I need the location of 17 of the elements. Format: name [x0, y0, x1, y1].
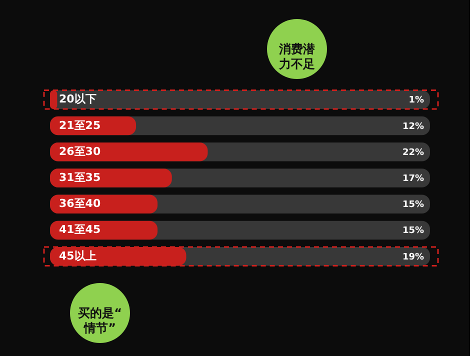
y-tick-label: 26至30 — [59, 144, 101, 158]
y-tick-label: 20以下 — [59, 92, 96, 106]
data-label: 22% — [402, 148, 424, 158]
y-tick-label: 36至40 — [59, 197, 101, 210]
data-label: 15% — [402, 200, 424, 210]
data-label: 19% — [402, 252, 424, 262]
y-tick-label: 45以上 — [59, 249, 96, 262]
bar — [50, 168, 172, 188]
data-label: 12% — [402, 122, 424, 132]
y-tick-label: 41至45 — [59, 223, 101, 236]
data-label: 17% — [402, 174, 424, 184]
y-tick-label: 21至25 — [59, 118, 101, 132]
data-label: 15% — [402, 226, 424, 236]
y-tick-label: 31至35 — [59, 171, 101, 184]
text: 消费潜力不足 — [278, 42, 315, 71]
data-label: 1% — [408, 96, 424, 106]
text: 买的是“情节” — [78, 306, 122, 335]
